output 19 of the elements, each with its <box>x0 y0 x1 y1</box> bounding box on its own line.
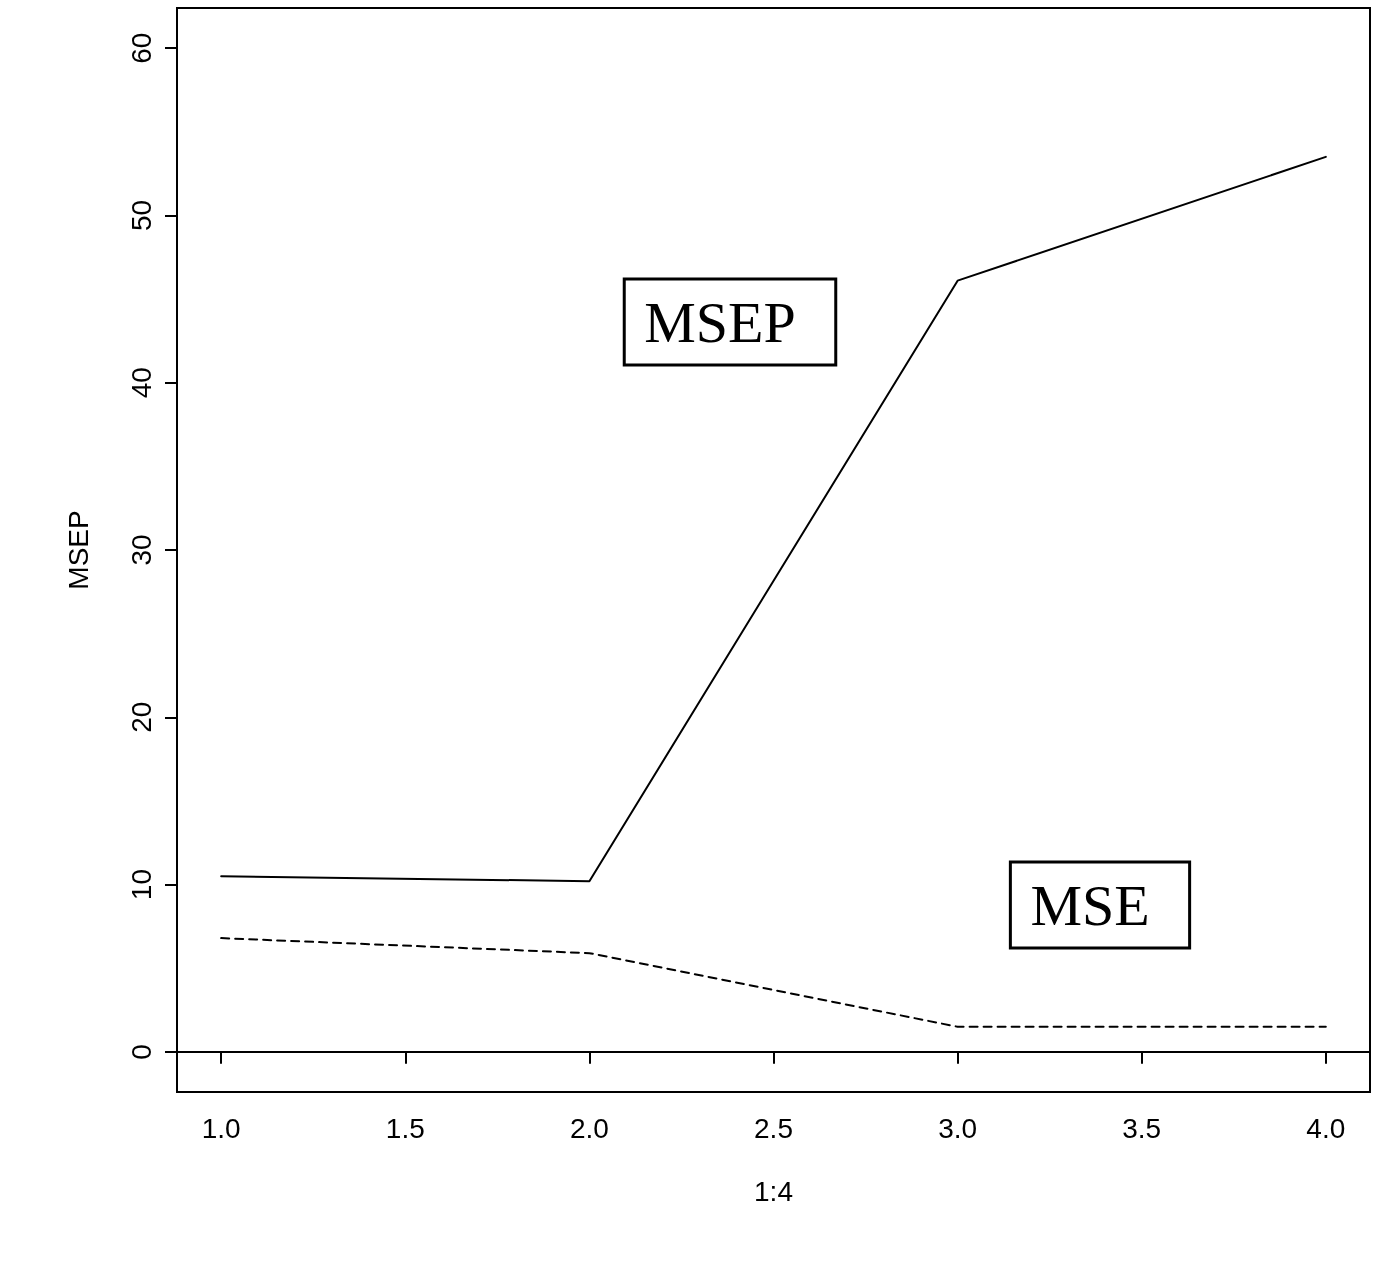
x-tick-label: 1.5 <box>385 1112 425 1144</box>
x-tick-label: 3.5 <box>1122 1112 1162 1144</box>
line-series <box>220 155 1327 883</box>
x-tick-label: 3.0 <box>938 1112 978 1144</box>
y-tick-label: 50 <box>125 199 157 232</box>
x-tick-label: 4.0 <box>1306 1112 1346 1144</box>
y-tick-label: 60 <box>125 32 157 64</box>
x-tick-label: 1.0 <box>201 1112 241 1144</box>
annotation: MSEP <box>644 289 796 355</box>
y-tick-label: 10 <box>125 868 157 901</box>
x-axis-title: 1:4 <box>754 1175 793 1207</box>
annotation: MSE <box>1030 872 1150 938</box>
y-tick-label: 0 <box>125 1044 157 1060</box>
y-tick-label: 20 <box>125 701 157 733</box>
y-axis-title: MSEP <box>62 510 94 590</box>
x-tick-label: 2.5 <box>754 1112 793 1144</box>
y-tick-label: 30 <box>125 534 157 566</box>
x-tick-label: 2.0 <box>569 1112 609 1144</box>
y-tick-label: 40 <box>125 367 157 399</box>
